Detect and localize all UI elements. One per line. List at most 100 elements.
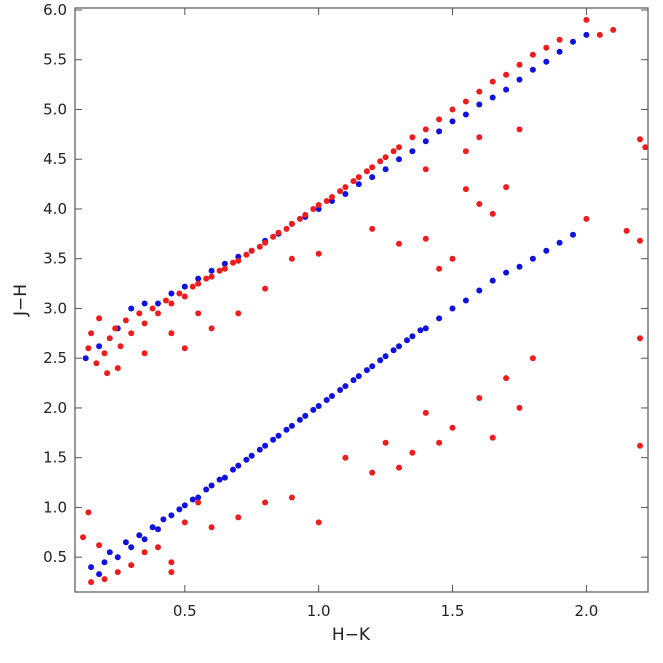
data-point-series-1	[176, 290, 183, 297]
data-point-series-1	[377, 158, 384, 165]
data-point-series-1	[296, 215, 303, 222]
data-point-series-1	[243, 251, 250, 258]
data-point-series-0	[543, 58, 550, 65]
data-point-series-0	[136, 532, 143, 539]
x-tick-label: 2.0	[574, 602, 598, 620]
data-point-series-1	[112, 325, 119, 332]
data-point-series-1	[302, 211, 309, 218]
data-point-series-0	[476, 287, 483, 294]
data-point-series-1	[583, 16, 590, 23]
data-point-series-1	[168, 559, 175, 566]
data-point-series-1	[96, 542, 103, 549]
y-tick-label: 1.0	[43, 498, 67, 516]
data-point-series-1	[88, 579, 95, 586]
data-point-series-0	[476, 101, 483, 108]
data-point-series-0	[342, 191, 349, 197]
data-point-series-1	[462, 98, 469, 105]
data-point-series-0	[181, 502, 188, 509]
data-point-series-1	[128, 562, 135, 569]
data-point-series-0	[529, 255, 536, 262]
data-point-series-1	[141, 350, 148, 357]
data-point-series-1	[168, 300, 175, 307]
data-point-series-0	[503, 269, 510, 276]
data-point-series-0	[296, 416, 303, 423]
data-point-series-1	[235, 257, 242, 264]
data-point-series-1	[476, 88, 483, 95]
data-point-series-1	[596, 31, 603, 38]
data-point-series-1	[203, 275, 210, 282]
data-point-series-1	[543, 44, 550, 51]
data-point-series-1	[168, 569, 175, 576]
data-point-series-0	[88, 564, 95, 571]
data-point-series-1	[637, 442, 643, 449]
data-point-series-1	[489, 78, 496, 85]
data-point-series-0	[122, 539, 129, 546]
data-point-series-1	[195, 499, 202, 506]
data-point-series-0	[390, 347, 397, 354]
y-axis-title: J−H	[11, 284, 31, 317]
data-point-series-1	[163, 297, 169, 304]
data-point-series-1	[382, 154, 389, 161]
data-point-series-0	[449, 118, 456, 125]
data-point-series-0	[417, 327, 424, 334]
data-point-series-1	[195, 310, 202, 317]
data-point-series-1	[155, 310, 161, 317]
data-point-series-1	[216, 267, 223, 274]
data-point-series-0	[543, 247, 550, 254]
data-point-series-1	[288, 494, 295, 501]
data-point-series-0	[382, 166, 389, 173]
plot-frame	[74, 7, 649, 593]
data-point-series-1	[422, 166, 429, 173]
data-point-series-0	[248, 452, 255, 459]
data-point-series-1	[436, 265, 443, 272]
data-point-series-0	[449, 305, 456, 312]
data-point-series-1	[275, 229, 282, 236]
data-point-series-0	[369, 363, 376, 370]
data-point-series-1	[637, 335, 643, 342]
data-point-series-1	[516, 126, 523, 133]
data-point-series-1	[409, 134, 416, 141]
y-tick-label: 0.5	[43, 548, 67, 566]
data-point-series-0	[310, 406, 317, 413]
data-point-series-1	[310, 206, 317, 212]
data-point-series-1	[342, 454, 349, 461]
data-point-series-0	[529, 66, 536, 73]
data-point-series-1	[623, 227, 630, 234]
data-point-series-1	[476, 395, 483, 401]
data-point-series-1	[422, 409, 429, 416]
data-point-series-1	[529, 355, 536, 362]
data-point-series-0	[101, 559, 108, 566]
data-point-series-0	[203, 486, 210, 493]
data-point-series-0	[221, 474, 228, 481]
data-point-series-0	[155, 526, 161, 533]
data-point-series-0	[208, 482, 215, 489]
data-point-series-1	[181, 345, 188, 352]
data-point-series-1	[195, 280, 202, 287]
data-point-series-1	[462, 148, 469, 155]
data-point-series-0	[176, 506, 183, 513]
data-point-series-1	[503, 71, 510, 78]
data-points	[80, 16, 649, 586]
data-point-series-1	[355, 174, 362, 181]
data-point-series-0	[243, 456, 250, 463]
data-point-series-0	[363, 367, 370, 374]
data-point-series-0	[404, 337, 410, 344]
data-point-series-1	[117, 343, 124, 350]
data-point-series-1	[85, 509, 92, 516]
data-point-series-0	[382, 353, 389, 360]
data-point-series-1	[136, 310, 143, 317]
data-point-series-1	[208, 524, 215, 531]
data-point-series-0	[270, 436, 277, 443]
data-point-series-1	[449, 424, 456, 431]
data-point-series-1	[288, 255, 295, 262]
data-point-series-0	[315, 403, 322, 409]
data-point-series-1	[283, 225, 290, 232]
x-tick-label: 0.5	[173, 602, 197, 620]
data-point-series-1	[315, 202, 322, 208]
data-point-series-1	[288, 220, 295, 227]
data-point-series-0	[195, 275, 202, 282]
data-point-series-1	[610, 26, 617, 33]
data-point-series-1	[80, 534, 86, 541]
data-point-series-0	[570, 231, 576, 238]
